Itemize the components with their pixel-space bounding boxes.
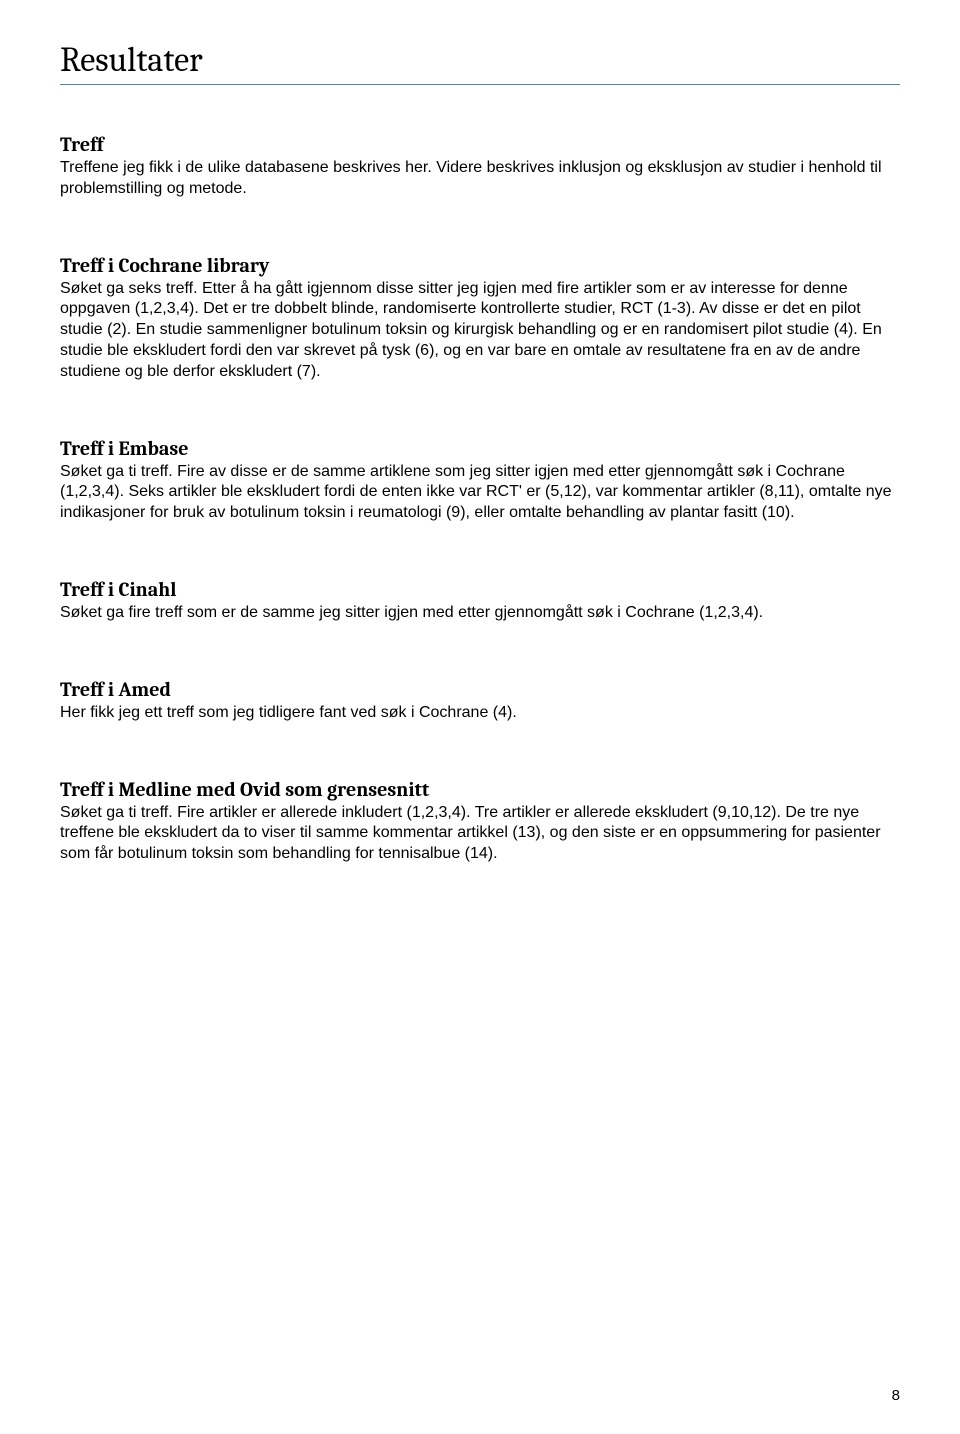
section-body-cochrane: Søket ga seks treff. Etter å ha gått igj…	[60, 279, 900, 383]
section-heading-amed: Treff i Amed	[60, 678, 900, 701]
section-heading-cinahl: Treff i Cinahl	[60, 578, 900, 601]
section-heading-cochrane: Treff i Cochrane library	[60, 254, 900, 277]
section-body-amed: Her fikk jeg ett treff som jeg tidligere…	[60, 703, 900, 724]
section-body-embase: Søket ga ti treff. Fire av disse er de s…	[60, 462, 900, 524]
section-heading-medline: Treff i Medline med Ovid som grensesnitt	[60, 778, 900, 801]
page-title: Resultater	[60, 40, 900, 80]
section-heading-treff: Treff	[60, 133, 900, 156]
section-body-medline: Søket ga ti treff. Fire artikler er alle…	[60, 803, 900, 865]
page-number: 8	[892, 1387, 900, 1404]
section-body-treff: Treffene jeg fikk i de ulike databasene …	[60, 158, 900, 200]
section-heading-embase: Treff i Embase	[60, 437, 900, 460]
section-body-cinahl: Søket ga fire treff som er de samme jeg …	[60, 603, 900, 624]
title-underline	[60, 84, 900, 85]
